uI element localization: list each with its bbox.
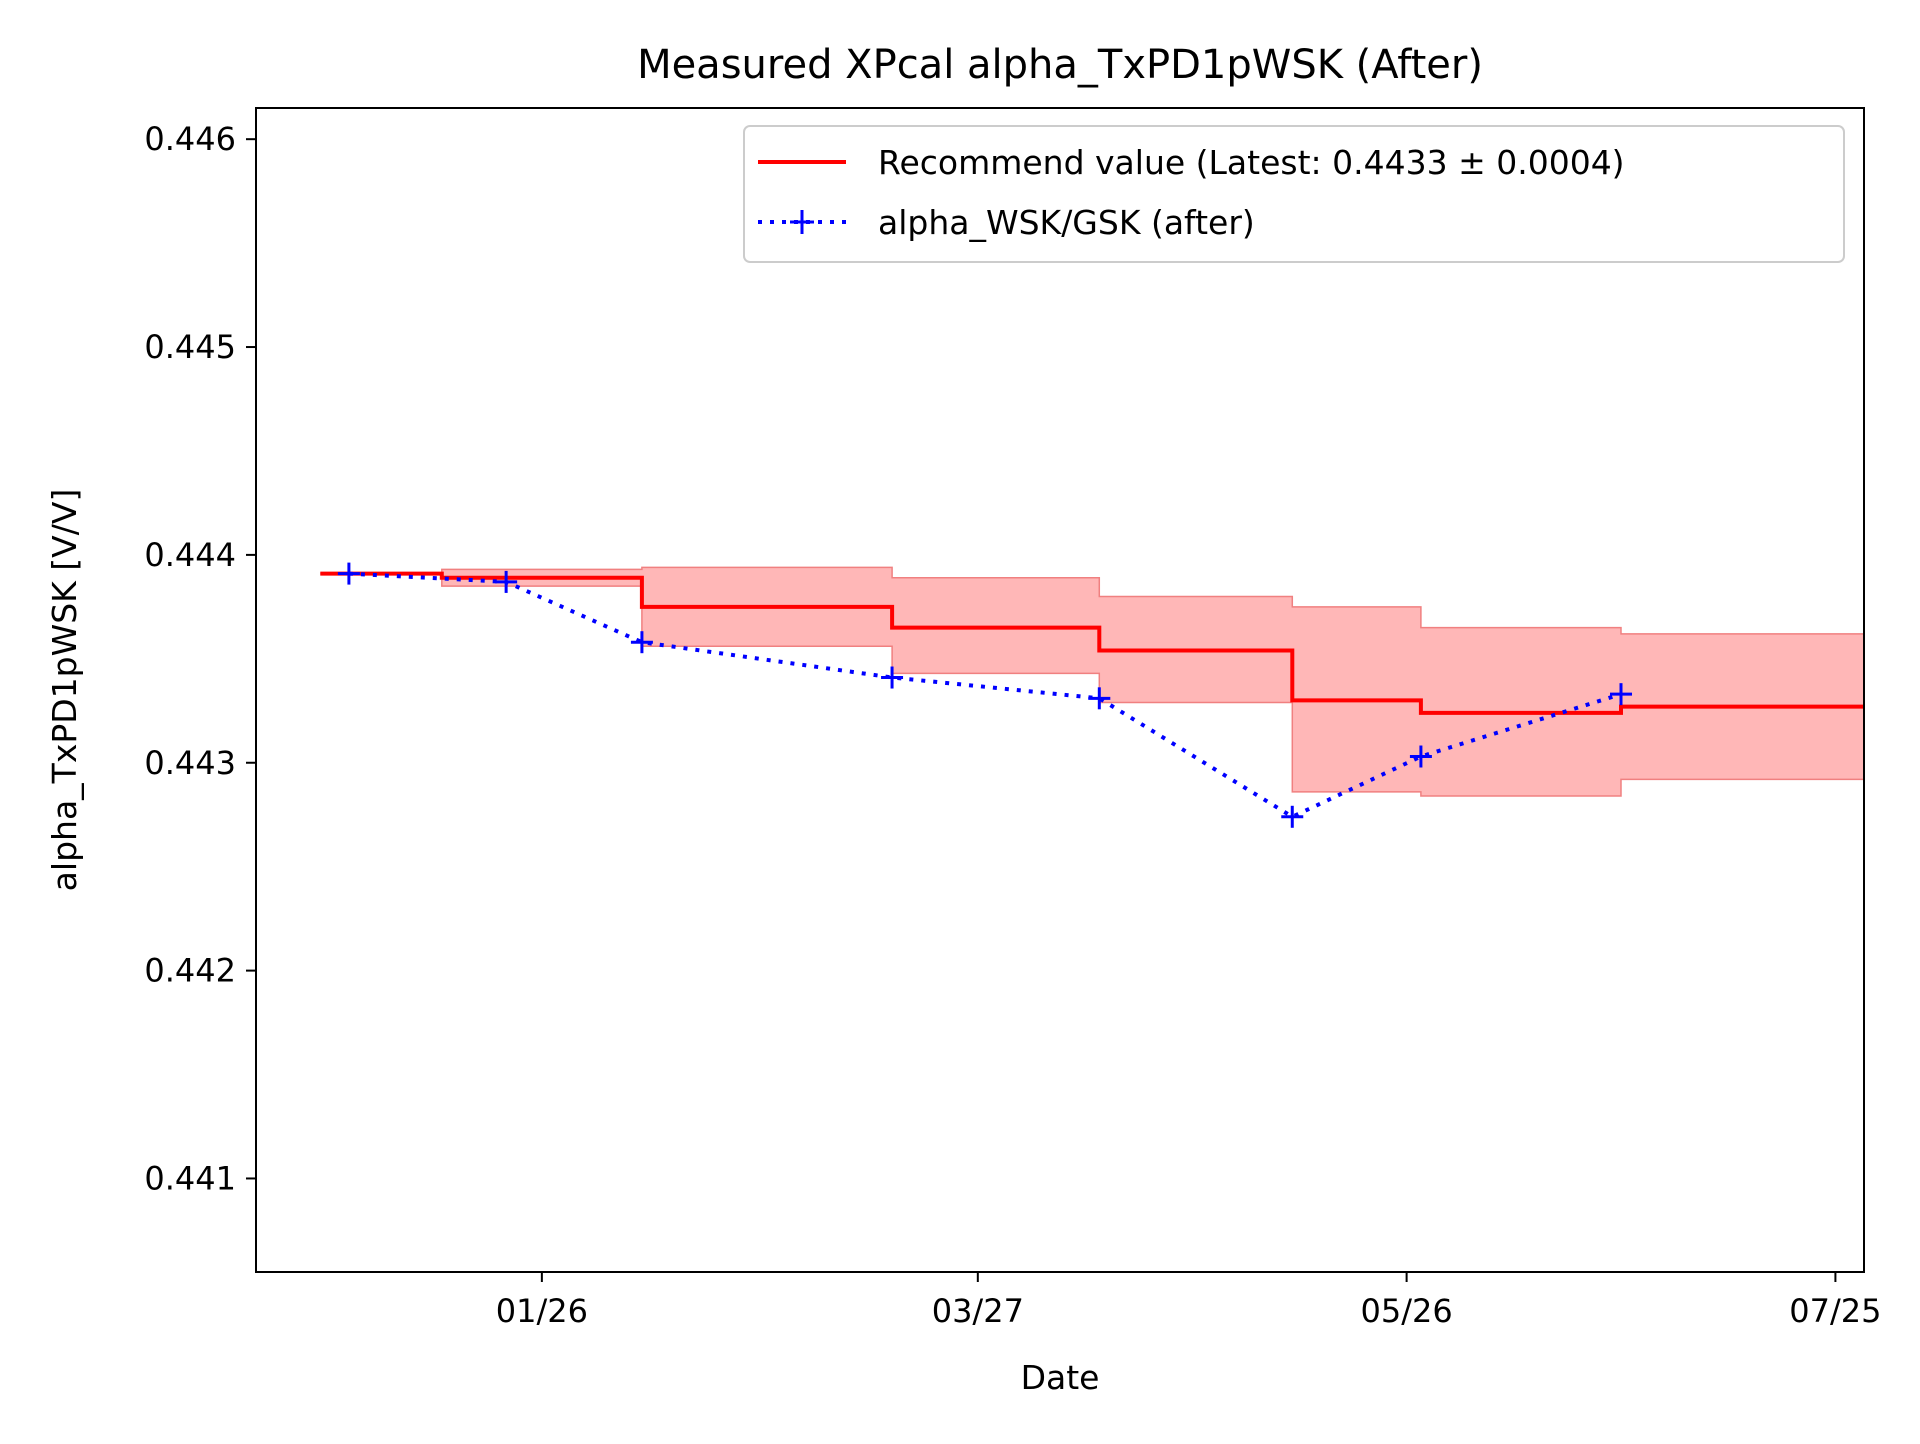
legend-label-recommend: Recommend value (Latest: 0.4433 ± 0.0004… [878, 143, 1625, 182]
chart-title: Measured XPcal alpha_TxPD1pWSK (After) [637, 42, 1483, 88]
measured-point [337, 562, 360, 585]
measured-point [495, 570, 518, 593]
x-tick-label: 07/25 [1789, 1292, 1881, 1330]
plot-area [320, 562, 1865, 828]
x-axis-label: Date [1021, 1358, 1100, 1397]
recommend-value-line [320, 571, 1864, 715]
measured-point [630, 631, 653, 654]
x-tick-label: 05/26 [1361, 1292, 1453, 1330]
measured-point [1088, 687, 1111, 710]
legend: Recommend value (Latest: 0.4433 ± 0.0004… [743, 125, 1845, 263]
y-tick-label: 0.444 [144, 536, 236, 574]
y-axis-label: alpha_TxPD1pWSK [V/V] [45, 489, 84, 892]
y-tick-label: 0.442 [144, 952, 236, 990]
y-tick-label: 0.441 [144, 1159, 236, 1197]
x-tick-label: 01/26 [496, 1292, 588, 1330]
legend-marker-measured [790, 210, 814, 234]
y-tick-label: 0.446 [144, 120, 236, 158]
measured-point [1409, 745, 1432, 768]
measured-point [1281, 805, 1304, 828]
measured-point [881, 666, 904, 689]
measured-line [348, 571, 1622, 820]
legend-box [743, 125, 1845, 263]
y-tick-label: 0.445 [144, 328, 236, 366]
measured-point [1610, 683, 1633, 706]
x-axis-ticks: 01/26 03/27 05/26 07/25 [496, 1272, 1882, 1330]
legend-label-measured: alpha_WSK/GSK (after) [878, 203, 1255, 242]
x-tick-label: 03/27 [932, 1292, 1024, 1330]
y-tick-label: 0.443 [144, 744, 236, 782]
y-axis-ticks: 0.441 0.442 0.443 0.444 0.445 0.446 [144, 120, 256, 1197]
plot-frame [255, 107, 1865, 1273]
